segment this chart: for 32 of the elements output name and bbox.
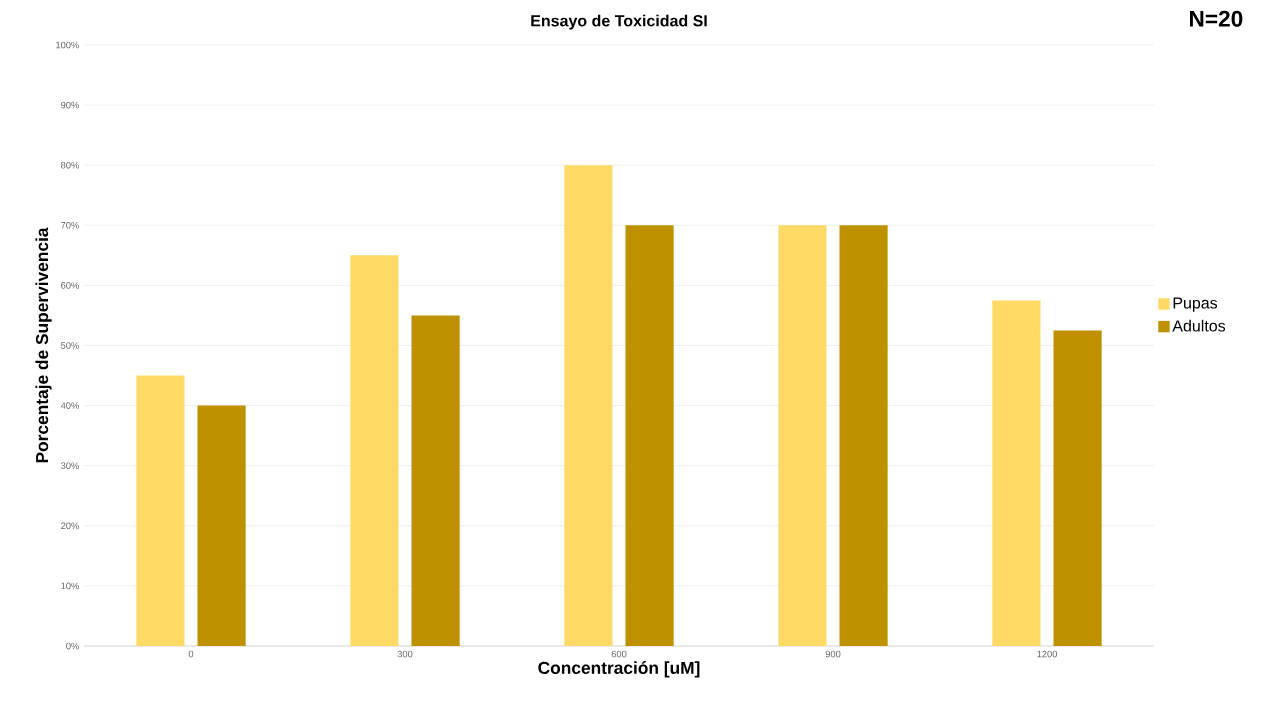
x-tick-label: 600: [611, 650, 627, 658]
y-axis-title: Porcentaje de Supervivencia: [35, 227, 52, 463]
x-tick-label: 300: [397, 650, 413, 658]
x-axis-title: Concentración [uM]: [538, 661, 700, 678]
x-tick-label: 1200: [1037, 650, 1058, 658]
bar: [839, 225, 888, 646]
legend-label: Adultos: [1172, 319, 1226, 332]
bar: [564, 165, 613, 646]
bar: [197, 405, 246, 646]
y-tick-label: 80%: [61, 161, 79, 169]
y-tick-label: 30%: [60, 462, 79, 469]
bar: [625, 225, 674, 646]
text: N=20: [1190, 10, 1243, 27]
y-tick-label: 100%: [56, 41, 79, 49]
y-tick-label: 60%: [61, 282, 79, 289]
legend-label: Pupas: [1173, 297, 1218, 312]
y-tick-label: 70%: [61, 222, 79, 229]
bar: [778, 225, 827, 646]
y-tick-label: 0%: [66, 642, 79, 650]
x-tick-label: 0: [188, 650, 194, 658]
x-tick-label: 900: [825, 650, 841, 658]
bar: [136, 375, 185, 646]
y-tick-label: 50%: [61, 342, 79, 349]
bar: [1053, 330, 1102, 646]
y-tick-label: 20%: [61, 522, 79, 530]
chart-title: Ensayo de Toxicidad SI: [531, 14, 707, 30]
y-tick-label: 90%: [61, 101, 79, 109]
y-tick-label: 40%: [60, 402, 79, 409]
bar: [411, 315, 460, 646]
y-tick-label: 10%: [61, 582, 79, 590]
bar: [992, 300, 1041, 646]
bar: [350, 255, 399, 646]
